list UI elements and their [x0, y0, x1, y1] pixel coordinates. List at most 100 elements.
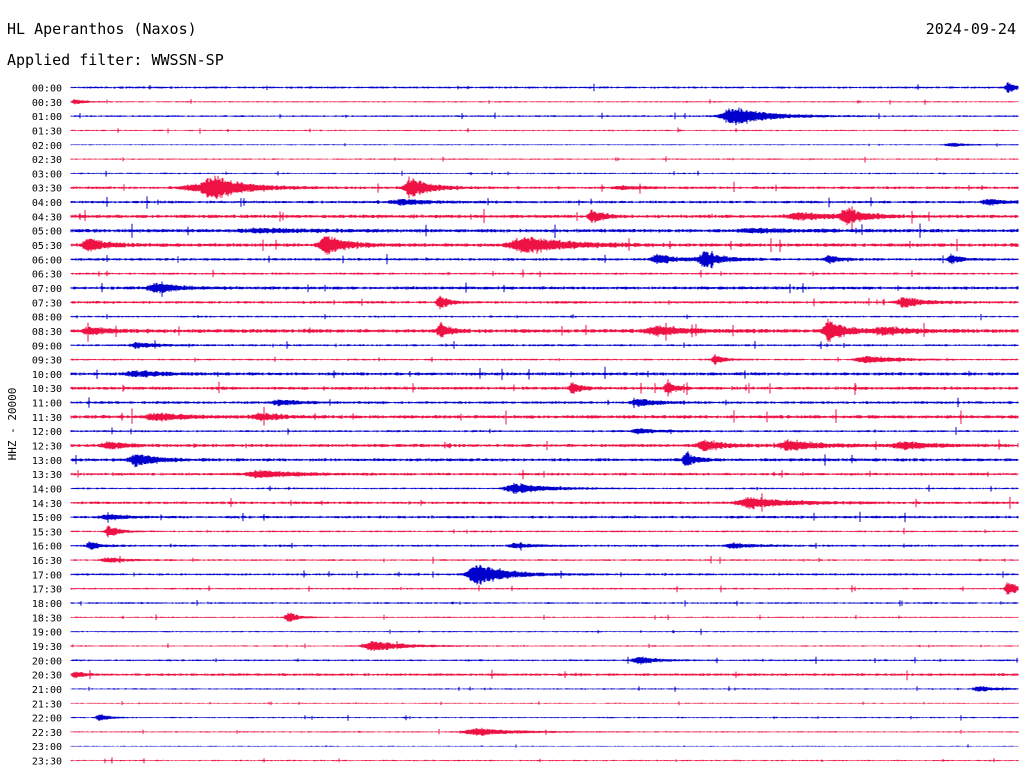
time-label: 03:00: [32, 169, 62, 180]
channel-label-group: HHZ - 20000: [6, 388, 19, 461]
time-label: 00:00: [32, 84, 62, 95]
trace-row: [70, 511, 1019, 523]
time-label: 03:30: [32, 184, 62, 195]
time-label: 10:30: [32, 384, 62, 395]
trace-row: [70, 714, 1019, 721]
time-label: 00:30: [32, 98, 62, 109]
time-label: 21:00: [32, 685, 62, 696]
trace-row: [70, 366, 1019, 380]
time-label: 09:30: [32, 356, 62, 367]
trace-row: [70, 175, 1019, 200]
time-label: 22:30: [32, 728, 62, 739]
time-label: 11:00: [32, 399, 62, 410]
trace-row: [70, 744, 1019, 748]
trace-row: [70, 541, 1019, 551]
trace-row: [70, 407, 1019, 426]
time-label: 13:30: [32, 470, 62, 481]
time-label: 20:00: [32, 656, 62, 667]
time-label: 09:00: [32, 341, 62, 352]
trace-row: [70, 281, 1019, 297]
trace-row: [70, 269, 1019, 278]
time-label: 05:00: [32, 227, 62, 238]
trace-row: [70, 156, 1019, 163]
time-label: 04:30: [32, 212, 62, 223]
time-label: 02:00: [32, 141, 62, 152]
trace-row: [70, 318, 1019, 342]
channel-label: HHZ - 20000: [6, 388, 19, 461]
trace-row: [70, 340, 1019, 349]
time-label: 10:00: [32, 370, 62, 381]
trace-row: [70, 236, 1019, 255]
trace-row: [70, 727, 1019, 736]
time-label: 23:30: [32, 757, 62, 768]
trace-row: [70, 656, 1019, 665]
trace-row: [70, 142, 1019, 148]
trace-row: [70, 196, 1019, 209]
trace-row: [70, 669, 1019, 681]
time-label: 19:30: [32, 642, 62, 653]
trace-row: [70, 701, 1019, 706]
trace-row: [70, 127, 1019, 134]
time-label: 04:00: [32, 198, 62, 209]
time-label: 12:30: [32, 442, 62, 453]
time-label: 16:30: [32, 556, 62, 567]
time-label: 02:30: [32, 155, 62, 166]
trace-row: [70, 379, 1019, 397]
trace-row: [70, 686, 1019, 692]
trace-row: [70, 564, 1019, 585]
trace-row: [70, 354, 1019, 366]
time-label: 13:00: [32, 456, 62, 467]
trace-row: [70, 482, 1019, 494]
time-label: 18:30: [32, 613, 62, 624]
traces: [70, 82, 1019, 764]
time-label: 07:30: [32, 298, 62, 309]
trace-row: [70, 82, 1019, 93]
trace-row: [70, 314, 1019, 321]
time-label: 21:30: [32, 699, 62, 710]
trace-row: [70, 397, 1019, 409]
trace-row: [70, 427, 1019, 435]
time-labels: 00:00 00:30 01:00 01:30 02:00 02:30 03:00 03:30…: [32, 84, 62, 768]
time-label: 23:00: [32, 742, 62, 753]
trace-row: [70, 251, 1019, 269]
time-label: 11:30: [32, 413, 62, 424]
trace-row: [70, 469, 1019, 480]
time-label: 01:30: [32, 126, 62, 137]
time-label: 05:30: [32, 241, 62, 252]
time-label: 18:00: [32, 599, 62, 610]
time-label: 14:30: [32, 499, 62, 510]
trace-row: [70, 223, 1019, 238]
trace-row: [70, 555, 1019, 564]
time-label: 15:30: [32, 527, 62, 538]
trace-row: [70, 439, 1019, 452]
trace-row: [70, 99, 1019, 105]
time-label: 17:00: [32, 570, 62, 581]
trace-row: [70, 641, 1019, 651]
time-label: 08:30: [32, 327, 62, 338]
trace-row: [70, 295, 1019, 310]
time-label: 12:00: [32, 427, 62, 438]
trace-row: [70, 206, 1019, 230]
trace-row: [70, 600, 1019, 607]
trace-row: [70, 757, 1019, 764]
time-label: 16:00: [32, 542, 62, 553]
trace-row: [70, 628, 1019, 635]
time-label: 22:00: [32, 714, 62, 725]
trace-row: [70, 582, 1019, 595]
time-label: 15:00: [32, 513, 62, 524]
time-label: 06:30: [32, 270, 62, 281]
station-title: HL Aperanthos (Naxos): [7, 20, 197, 38]
trace-row: [70, 451, 1019, 468]
time-label: 20:30: [32, 671, 62, 682]
time-label: 08:00: [32, 313, 62, 324]
time-label: 01:00: [32, 112, 62, 123]
time-label: 06:00: [32, 255, 62, 266]
time-label: 17:30: [32, 585, 62, 596]
time-label: 19:00: [32, 628, 62, 639]
time-label: 14:00: [32, 484, 62, 495]
trace-row: [70, 493, 1019, 512]
trace-row: [70, 107, 1019, 126]
time-label: 07:00: [32, 284, 62, 295]
filter-label: Applied filter: WWSSN-SP: [7, 51, 224, 69]
